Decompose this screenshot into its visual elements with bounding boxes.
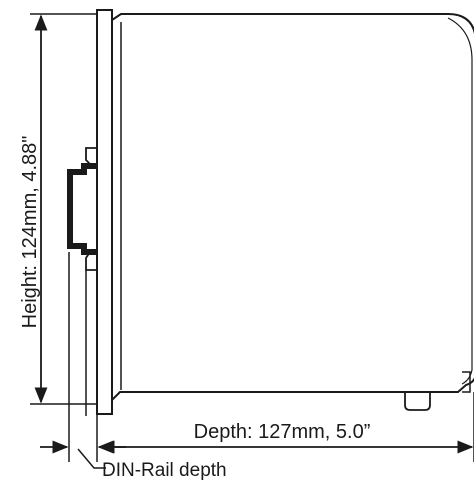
height-label: Height: 124mm, 4.88" <box>19 136 41 329</box>
din-depth-leader <box>77 448 106 469</box>
enclosure-foot <box>404 392 431 411</box>
depth-label: Depth: 127mm, 5.0” <box>194 421 371 443</box>
front-mounting-plate <box>96 9 113 415</box>
enclosure-body <box>111 13 474 403</box>
enclosure-rear-notch <box>462 371 471 393</box>
din-rail <box>67 163 97 255</box>
enclosure-bezel-curve <box>447 17 473 385</box>
din-rail-depth-label: DIN-Rail depth <box>102 460 227 481</box>
